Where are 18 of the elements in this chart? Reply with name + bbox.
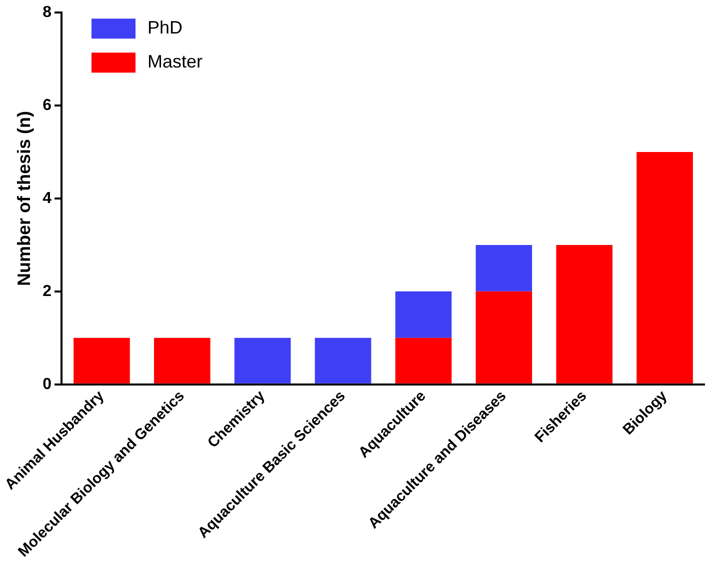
- y-axis-title: Number of thesis (n): [14, 110, 34, 286]
- bar: [314, 338, 372, 384]
- bar: [636, 152, 693, 384]
- bar: [476, 244, 532, 292]
- y-tick-label: 0: [42, 376, 52, 393]
- legend-label: Master: [148, 52, 203, 72]
- bar: [395, 291, 452, 338]
- bar: [476, 291, 532, 384]
- bar: [234, 338, 291, 384]
- bar: [74, 338, 130, 384]
- y-tick-label: 6: [42, 96, 52, 114]
- bar: [395, 338, 452, 384]
- legend-label: PhD: [148, 18, 183, 38]
- y-tick-label: 4: [42, 190, 52, 207]
- bar: [154, 338, 210, 384]
- bar: [556, 244, 612, 384]
- y-tick-label: 8: [42, 4, 52, 22]
- y-tick-label: 2: [42, 282, 52, 300]
